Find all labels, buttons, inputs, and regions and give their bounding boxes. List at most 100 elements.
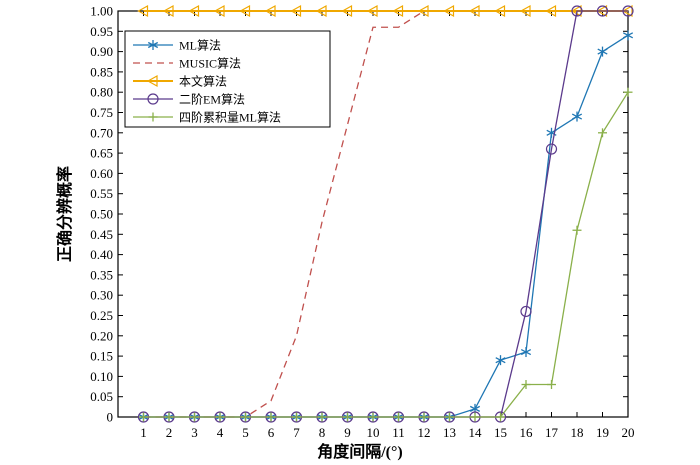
data-point-plus bbox=[215, 412, 225, 422]
data-point-plus bbox=[148, 112, 158, 122]
data-point-asterisk bbox=[147, 40, 159, 50]
data-point-asterisk bbox=[520, 347, 532, 358]
asterisk-stroke bbox=[520, 348, 532, 356]
asterisk-stroke bbox=[597, 48, 608, 55]
data-point-triangle bbox=[137, 4, 149, 18]
series-layer bbox=[137, 4, 634, 423]
data-point-triangle bbox=[162, 4, 174, 18]
x-tick-label: 8 bbox=[319, 425, 326, 440]
data-point-triangle bbox=[494, 4, 506, 18]
y-tick-label: 0.35 bbox=[90, 267, 113, 282]
y-tick-label: 0.80 bbox=[90, 85, 113, 100]
data-point-triangle bbox=[341, 4, 353, 18]
data-point-triangle bbox=[545, 4, 557, 18]
y-tick-label: 0.65 bbox=[90, 146, 113, 161]
legend-label: 本文算法 bbox=[179, 74, 227, 89]
data-point-plus bbox=[521, 380, 531, 390]
data-point-triangle bbox=[290, 4, 302, 18]
y-tick-label: 0 bbox=[107, 410, 114, 425]
legend-item: 本文算法 bbox=[133, 74, 227, 89]
x-axis-title: 角度间隔/(°) bbox=[317, 442, 403, 461]
y-tick-label: 0.15 bbox=[90, 349, 113, 364]
x-tick-label: 18 bbox=[571, 425, 584, 440]
series-group bbox=[137, 4, 633, 18]
x-tick-label: 20 bbox=[622, 425, 635, 440]
data-point-triangle bbox=[417, 4, 429, 18]
y-axis: 0 0.05 0.10 0.15 0.20 0.25 0.30 0.35 0.40 0.45 0.5… bbox=[90, 4, 628, 425]
data-point-plus bbox=[190, 412, 199, 422]
data-point-plus bbox=[292, 412, 301, 422]
y-tick-label: 0.25 bbox=[90, 308, 113, 323]
y-tick-label: 0.60 bbox=[90, 166, 113, 181]
data-point-circle bbox=[545, 143, 558, 155]
data-point-triangle bbox=[239, 4, 251, 18]
legend-item: 四阶累积量ML算法 bbox=[133, 110, 281, 125]
y-tick-label: 0.10 bbox=[90, 369, 113, 384]
y-tick-label: 0.70 bbox=[90, 125, 113, 140]
y-tick-label: 0.85 bbox=[90, 64, 113, 79]
data-point-circle bbox=[147, 93, 159, 105]
asterisk-stroke bbox=[147, 41, 159, 49]
x-tick-label: 17 bbox=[545, 425, 559, 440]
x-tick-label: 13 bbox=[443, 425, 456, 440]
data-point-triangle bbox=[366, 4, 378, 18]
data-point-triangle bbox=[468, 4, 480, 18]
data-point-plus bbox=[445, 412, 454, 422]
asterisk-stroke bbox=[571, 113, 583, 120]
data-point-plus bbox=[317, 412, 327, 422]
asterisk-stroke bbox=[622, 32, 634, 39]
legend-label: 二阶EM算法 bbox=[179, 92, 245, 107]
y-tick-label: 0.55 bbox=[90, 186, 113, 201]
y-tick-label: 0.20 bbox=[90, 328, 113, 343]
x-tick-label: 14 bbox=[469, 425, 483, 440]
data-point-triangle bbox=[213, 4, 225, 18]
data-point-plus bbox=[598, 128, 607, 138]
x-tick-label: 7 bbox=[293, 425, 300, 440]
x-tick-label: 3 bbox=[191, 425, 198, 440]
data-point-plus bbox=[266, 412, 276, 422]
data-point-asterisk bbox=[597, 46, 608, 57]
data-point-circle bbox=[520, 305, 532, 318]
data-point-circle bbox=[571, 5, 583, 17]
x-tick-label: 4 bbox=[217, 425, 224, 440]
data-point-triangle bbox=[392, 4, 404, 18]
data-point-circle bbox=[596, 5, 609, 17]
legend-item: MUSIC算法 bbox=[133, 56, 241, 71]
data-point-triangle bbox=[443, 4, 455, 18]
y-tick-label: 0.75 bbox=[90, 105, 113, 120]
x-tick-label: 12 bbox=[418, 425, 431, 440]
y-tick-label: 0.45 bbox=[90, 227, 113, 242]
data-point-plus bbox=[572, 225, 582, 235]
legend-item: 二阶EM算法 bbox=[133, 92, 245, 107]
data-point-plus bbox=[241, 412, 250, 422]
legend-item: ML算法 bbox=[133, 38, 221, 53]
x-tick-label: 9 bbox=[344, 425, 351, 440]
legend-label: MUSIC算法 bbox=[179, 56, 241, 71]
y-tick-label: 0.95 bbox=[90, 24, 113, 39]
y-tick-label: 1.00 bbox=[90, 4, 113, 19]
data-point-asterisk bbox=[495, 355, 506, 366]
data-point-plus bbox=[470, 412, 480, 422]
data-point-triangle bbox=[621, 4, 633, 18]
x-tick-label: 1 bbox=[140, 425, 147, 440]
x-tick-label: 19 bbox=[596, 425, 609, 440]
data-point-triangle bbox=[315, 4, 327, 18]
x-tick-label: 10 bbox=[367, 425, 380, 440]
data-point-plus bbox=[394, 412, 403, 422]
data-point-asterisk bbox=[622, 30, 634, 41]
y-tick-label: 0.40 bbox=[90, 247, 113, 262]
data-point-triangle bbox=[264, 4, 276, 18]
asterisk-stroke bbox=[495, 357, 506, 364]
data-point-plus bbox=[164, 412, 174, 422]
x-tick-label: 5 bbox=[242, 425, 249, 440]
data-point-triangle bbox=[146, 74, 158, 88]
data-point-plus bbox=[419, 412, 429, 422]
y-tick-label: 0.05 bbox=[90, 389, 113, 404]
y-tick-label: 0.90 bbox=[90, 44, 113, 59]
legend-box bbox=[124, 30, 331, 128]
series-group bbox=[139, 87, 633, 422]
x-tick-label: 11 bbox=[392, 425, 405, 440]
data-point-plus bbox=[623, 87, 633, 97]
